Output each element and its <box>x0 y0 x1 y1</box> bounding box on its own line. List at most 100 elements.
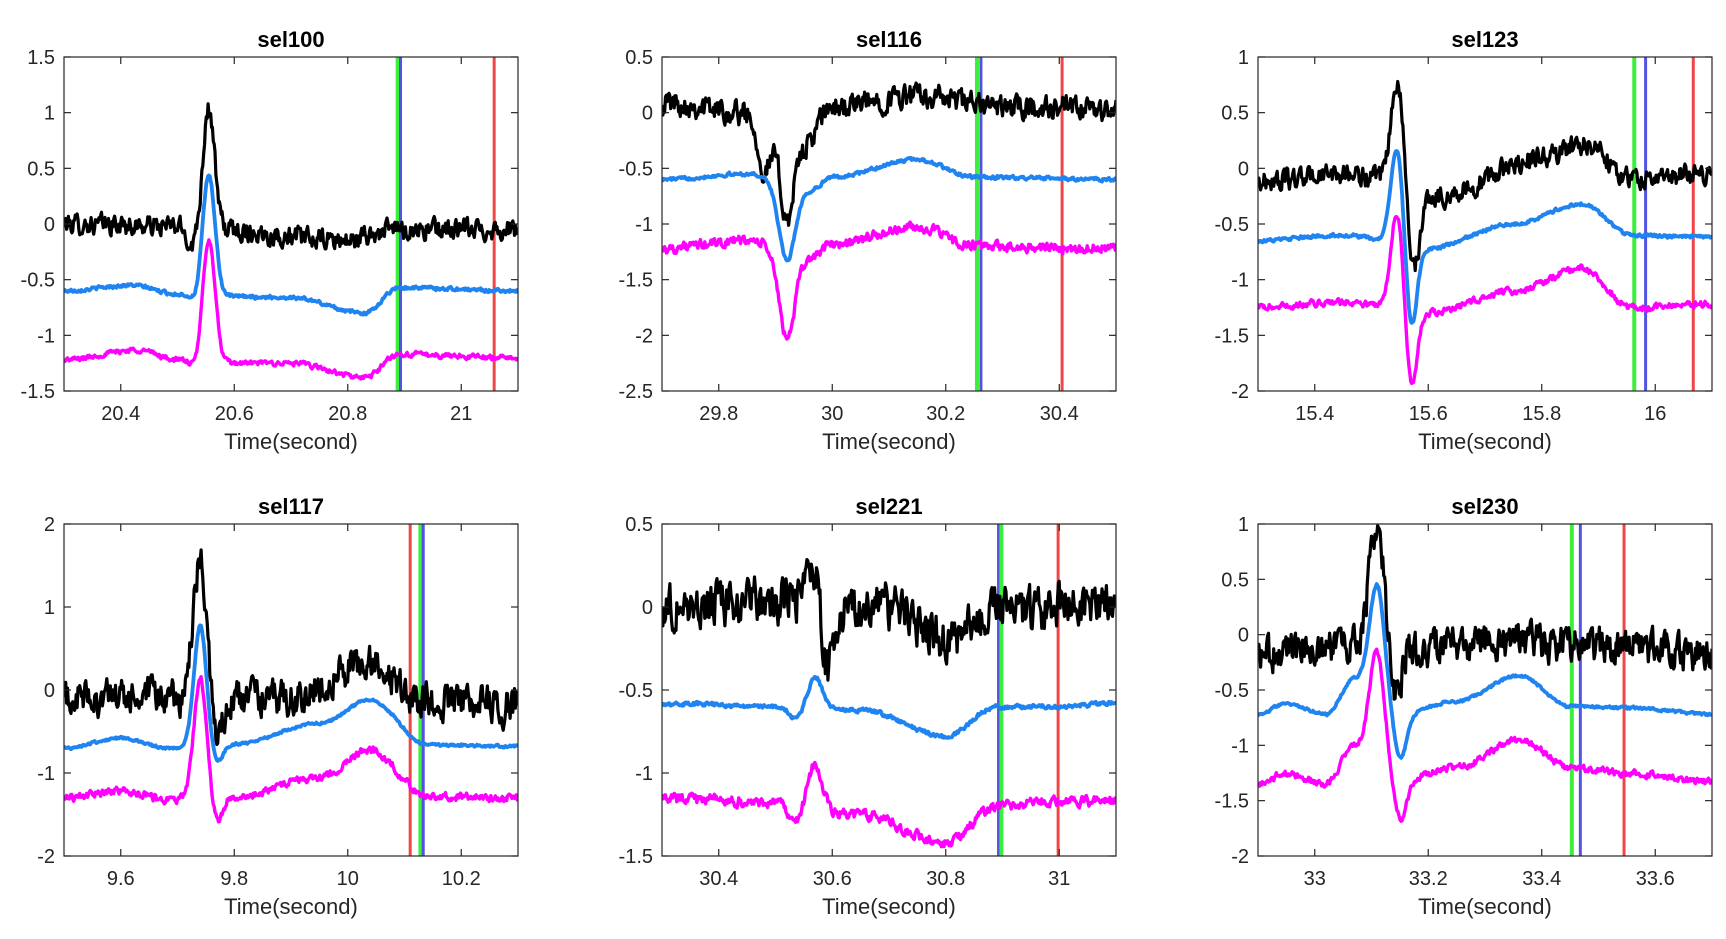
x-tick-label: 30.8 <box>926 868 965 890</box>
y-tick-label: -1 <box>635 763 653 785</box>
y-tick-label: 0.5 <box>1221 103 1249 125</box>
x-tick-label: 30 <box>821 403 843 425</box>
y-tick-label: 1 <box>1238 514 1249 536</box>
trace-black <box>1258 524 1712 701</box>
x-tick-label: 33 <box>1304 868 1326 890</box>
y-tick-label: -0.5 <box>619 680 653 702</box>
x-axis-label: Time(second) <box>822 429 956 454</box>
panel-sel100: 20.4 20.6 20.8 21 -1.5 -1 -0.5 0 0.5 1 1.5 sel100 Ti… <box>21 27 519 454</box>
y-tick-label: 1 <box>44 103 55 125</box>
x-tick-label: 20.6 <box>215 403 254 425</box>
panel-title: sel100 <box>257 27 324 52</box>
panel-title: sel117 <box>258 494 324 519</box>
x-tick-label: 10 <box>337 868 359 890</box>
y-tick-label: 1.5 <box>27 47 55 69</box>
trace-black <box>662 557 1116 682</box>
x-axis-label: Time(second) <box>224 429 358 454</box>
x-tick-label: 33.2 <box>1409 868 1448 890</box>
y-tick-label: -1.5 <box>21 381 55 403</box>
trace-blue <box>662 155 1116 263</box>
y-tick-label: -1 <box>1231 735 1249 757</box>
y-tick-label: -1 <box>37 763 55 785</box>
panel-sel116: 29.8 30 30.2 30.4 -2.5 -2 -1.5 -1 -0.5 0 0.5 sel116… <box>619 27 1117 454</box>
trace-blue <box>1258 149 1712 325</box>
x-tick-label: 9.8 <box>220 868 248 890</box>
y-tick-label: -0.5 <box>1215 214 1249 236</box>
trace-magenta <box>64 675 518 824</box>
y-tick-label: -1.5 <box>1215 791 1249 813</box>
x-axis-label: Time(second) <box>1418 894 1552 919</box>
x-tick-label: 30.2 <box>926 403 965 425</box>
trace-blue <box>1258 582 1712 760</box>
x-tick-label: 30.4 <box>1040 403 1079 425</box>
y-tick-label: -2 <box>635 325 653 347</box>
y-tick-label: -2 <box>37 846 55 868</box>
x-tick-label: 20.8 <box>328 403 367 425</box>
panel-sel117: 9.6 9.8 10 10.2 -2 -1 0 1 2 sel117 Time(second) <box>37 494 519 919</box>
trace-magenta <box>662 760 1116 849</box>
y-tick-label: 0 <box>1238 625 1249 647</box>
x-tick-label: 10.2 <box>442 868 481 890</box>
y-tick-label: -2 <box>1231 846 1249 868</box>
y-tick-label: 0 <box>44 680 55 702</box>
trace-magenta <box>64 238 518 381</box>
y-tick-label: 0.5 <box>27 158 55 180</box>
y-tick-label: -1.5 <box>619 846 653 868</box>
y-tick-label: 0.5 <box>1221 569 1249 591</box>
y-tick-label: -0.5 <box>1215 680 1249 702</box>
x-tick-label: 15.8 <box>1522 403 1561 425</box>
panel-title: sel230 <box>1451 494 1518 519</box>
y-tick-label: -1 <box>37 325 55 347</box>
x-axis-label: Time(second) <box>822 894 956 919</box>
x-tick-label: 29.8 <box>699 403 738 425</box>
trace-blue <box>64 173 518 317</box>
trace-blue <box>662 674 1116 740</box>
y-tick-label: -1.5 <box>619 270 653 292</box>
trace-black <box>662 81 1116 227</box>
x-tick-label: 16 <box>1644 403 1666 425</box>
panel-sel230: 33 33.2 33.4 33.6 -2 -1.5 -1 -0.5 0 0.5 1 sel230 Tim… <box>1215 494 1713 919</box>
y-tick-label: 0 <box>1238 158 1249 180</box>
panel-sel123: 15.4 15.6 15.8 16 -2 -1.5 -1 -0.5 0 0.5 1 sel123 Tim… <box>1215 27 1713 454</box>
y-tick-label: -2.5 <box>619 381 653 403</box>
y-tick-label: 1 <box>44 597 55 619</box>
panel-title: sel221 <box>855 494 922 519</box>
y-tick-label: -2 <box>1231 381 1249 403</box>
panel-title: sel123 <box>1451 27 1518 52</box>
y-tick-label: -0.5 <box>21 270 55 292</box>
trace-magenta <box>1258 214 1712 386</box>
x-tick-label: 15.4 <box>1295 403 1334 425</box>
trace-blue <box>64 623 518 763</box>
trace-magenta <box>662 220 1116 341</box>
x-tick-label: 33.6 <box>1636 868 1675 890</box>
panel-title: sel116 <box>856 27 922 52</box>
y-tick-label: -1 <box>635 214 653 236</box>
plot-area <box>1258 57 1712 391</box>
panel-sel221: 30.4 30.6 30.8 31 -1.5 -1 -0.5 0 0.5 sel221 Time(s… <box>619 494 1117 919</box>
x-axis-label: Time(second) <box>224 894 358 919</box>
x-tick-label: 15.6 <box>1409 403 1448 425</box>
y-tick-label: 1 <box>1238 47 1249 69</box>
x-tick-label: 20.4 <box>101 403 140 425</box>
x-tick-label: 30.6 <box>813 868 852 890</box>
y-tick-label: -1.5 <box>1215 325 1249 347</box>
trace-black <box>64 102 518 252</box>
y-tick-label: 0 <box>44 214 55 236</box>
x-tick-label: 33.4 <box>1522 868 1561 890</box>
trace-magenta <box>1258 647 1712 823</box>
x-tick-label: 21 <box>450 403 472 425</box>
trace-black <box>64 548 518 747</box>
x-tick-label: 9.6 <box>107 868 135 890</box>
trace-black <box>1258 79 1712 273</box>
y-tick-label: 0 <box>642 103 653 125</box>
y-tick-label: -0.5 <box>619 158 653 180</box>
x-axis-label: Time(second) <box>1418 429 1552 454</box>
y-tick-label: 0 <box>642 597 653 619</box>
y-tick-label: -1 <box>1231 270 1249 292</box>
y-tick-label: 0.5 <box>625 514 653 536</box>
x-tick-label: 30.4 <box>699 868 738 890</box>
x-tick-label: 31 <box>1048 868 1070 890</box>
y-tick-label: 2 <box>44 514 55 536</box>
y-tick-label: 0.5 <box>625 47 653 69</box>
